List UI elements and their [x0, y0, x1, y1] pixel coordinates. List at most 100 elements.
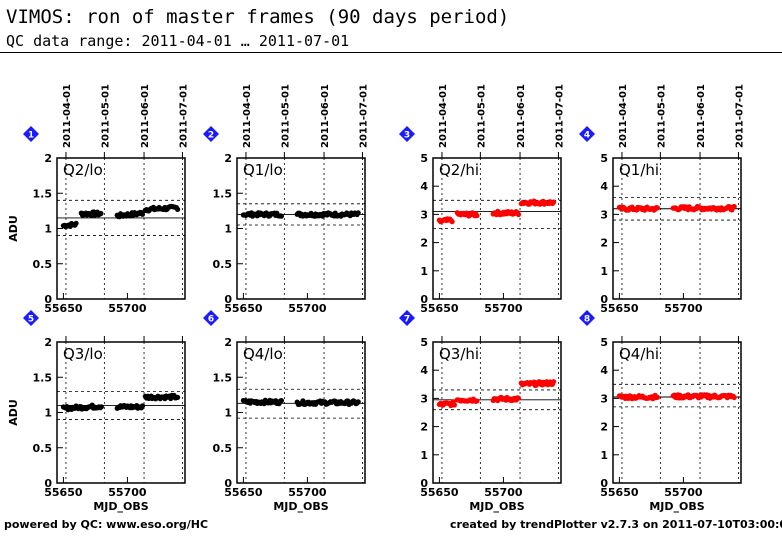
y-tick-label: 1.5 [33, 371, 53, 384]
footer-generator: created by trendPlotter v2.7.3 on 2011-0… [450, 518, 782, 531]
y-tick-label: 1 [420, 265, 428, 278]
panel-label: Q2/hi [439, 161, 479, 179]
x-tick-label: 55700 [108, 302, 147, 315]
x-axis-label: MJD_OBS [469, 500, 524, 513]
data-point [515, 211, 522, 218]
y-tick-label: 1 [420, 449, 428, 462]
data-point [474, 398, 480, 404]
plot-marker-number: 7 [404, 315, 410, 325]
page-subtitle: QC data range: 2011-04-01 … 2011-07-01 [6, 32, 350, 50]
data-point [175, 394, 181, 400]
data-point [139, 403, 146, 409]
data-point [139, 211, 146, 217]
plot-marker-icon [399, 310, 415, 326]
y-tick-label: 0 [44, 477, 52, 490]
plot-q1-hi: 2011-04-01 2011-05-01 2011-06-01 2011-07-01… [579, 84, 745, 315]
y-tick-label: 5 [600, 152, 608, 165]
data-point [731, 394, 737, 401]
plot-q4-lo: 0 0.5 1 1.5 2 55650 55700 Q4/lo 6 MJD_OBS [203, 310, 366, 513]
y-tick-label: 4 [600, 180, 608, 193]
y-tick-label: 1 [44, 223, 52, 236]
x-tick-label: 55650 [420, 486, 459, 499]
y-tick-label: 3 [600, 392, 608, 405]
plot-q3-hi: 0 1 2 3 4 5 55650 55700 Q3/hi 7 MJD_OBS [399, 310, 562, 513]
date-label: 2011-04-01 [242, 84, 253, 148]
data-point [474, 213, 480, 219]
date-label: 2011-07-01 [178, 84, 189, 148]
x-tick-label: 55700 [664, 302, 703, 315]
data-point [515, 395, 522, 401]
y-tick-label: 0 [224, 293, 232, 306]
y-tick-label: 2 [44, 152, 52, 165]
page-title: VIMOS: ron of master frames (90 days per… [6, 6, 510, 28]
plot-q2-hi: 2011-04-01 2011-05-01 2011-06-01 2011-07-01… [399, 84, 565, 315]
y-tick-label: 2 [420, 421, 428, 434]
plot-frame [236, 157, 366, 300]
date-label: 2011-07-01 [358, 84, 369, 148]
date-label: 2011-06-01 [516, 84, 527, 148]
plot-marker-number: 3 [404, 131, 410, 141]
y-tick-label: 5 [420, 152, 428, 165]
y-tick-label: 1 [224, 223, 232, 236]
plot-marker-number: 8 [584, 315, 590, 325]
data-point [654, 205, 661, 211]
data-point [731, 203, 737, 210]
y-tick-label: 4 [420, 364, 428, 377]
date-label: 2011-04-01 [438, 84, 449, 148]
y-tick-label: 5 [600, 336, 608, 349]
y-tick-label: 1 [44, 407, 52, 420]
x-tick-label: 55650 [44, 302, 83, 315]
plot-marker-number: 1 [28, 131, 34, 141]
panel-label: Q2/lo [63, 161, 103, 179]
data-point [551, 379, 557, 385]
y-tick-label: 2 [600, 237, 608, 250]
plot-marker-number: 2 [208, 131, 214, 141]
x-tick-label: 55650 [420, 302, 459, 315]
plot-frame [236, 341, 366, 484]
data-point [551, 199, 557, 205]
data-point [654, 394, 661, 400]
plot-q2-lo: 2011-04-01 2011-05-01 2011-06-01 2011-07-01… [7, 84, 189, 315]
x-tick-label: 55650 [600, 302, 639, 315]
data-point [449, 219, 455, 225]
plot-marker-icon [23, 126, 39, 142]
date-label: 2011-05-01 [656, 84, 667, 148]
y-tick-label: 1 [600, 449, 608, 462]
plot-marker-number: 4 [584, 131, 590, 141]
y-tick-label: 0 [420, 293, 428, 306]
plot-marker-number: 5 [28, 315, 34, 325]
y-tick-label: 5 [420, 336, 428, 349]
y-axis-label: ADU [7, 215, 20, 242]
panel-label: Q4/lo [243, 345, 283, 363]
date-label: 2011-06-01 [320, 84, 331, 148]
x-tick-label: 55650 [224, 486, 263, 499]
plot-frame [432, 341, 562, 484]
panel-label: Q4/hi [619, 345, 659, 363]
x-tick-label: 55700 [288, 302, 327, 315]
x-tick-label: 55700 [288, 486, 327, 499]
y-tick-label: 0 [600, 293, 608, 306]
x-tick-label: 55700 [484, 302, 523, 315]
footer-credit: powered by QC: www.eso.org/HC [4, 518, 209, 531]
data-point [278, 398, 284, 404]
header-divider [0, 52, 782, 53]
plot-marker-icon [203, 310, 219, 326]
y-tick-label: 4 [600, 364, 608, 377]
plot-frame [56, 157, 186, 300]
x-tick-label: 55700 [484, 486, 523, 499]
data-point [278, 213, 284, 219]
panel-label: Q3/lo [63, 345, 103, 363]
plot-q1-lo: 2011-04-01 2011-05-01 2011-06-01 2011-07-01… [203, 84, 369, 315]
date-label: 2011-05-01 [280, 84, 291, 148]
plot-marker-icon [399, 126, 415, 142]
y-tick-label: 0.5 [33, 258, 53, 271]
x-tick-label: 55700 [108, 486, 147, 499]
date-label: 2011-05-01 [476, 84, 487, 148]
y-tick-label: 1 [600, 265, 608, 278]
x-tick-label: 55650 [224, 302, 263, 315]
plot-frame [612, 341, 742, 484]
plot-frame [56, 341, 186, 484]
data-point [451, 402, 457, 408]
plot-marker-icon [579, 126, 595, 142]
